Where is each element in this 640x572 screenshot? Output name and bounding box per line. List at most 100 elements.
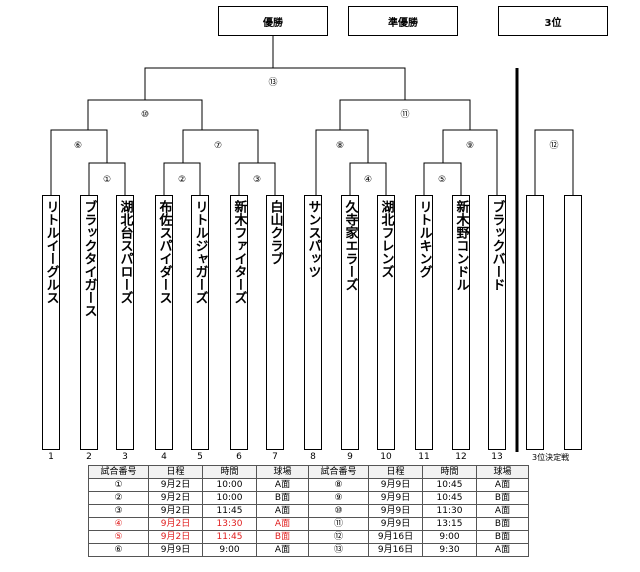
team-name: ブラックタイガース xyxy=(81,200,97,317)
team-box-8: サンスパッツ xyxy=(304,195,322,450)
team-box-4: 布佐スパイダース xyxy=(155,195,173,450)
time-cell: 9:00 xyxy=(202,543,257,557)
match-cell: ⑥ xyxy=(88,543,149,557)
date-cell: 9月9日 xyxy=(368,517,423,531)
field-cell: B面 xyxy=(256,491,309,505)
team-box-1: リトルイーグルス xyxy=(42,195,60,450)
time-cell: 10:00 xyxy=(202,478,257,492)
match-cell: ⑫ xyxy=(308,530,369,544)
time-cell: 10:45 xyxy=(422,478,477,492)
seed-number: 10 xyxy=(380,452,392,462)
time-cell: 9:00 xyxy=(422,530,477,544)
field-cell: A面 xyxy=(476,478,529,492)
time-cell: 10:45 xyxy=(422,491,477,505)
team-box-12: 新木野コンドル xyxy=(452,195,470,450)
team-name: リトルキング xyxy=(416,200,432,278)
match-cell: ⑬ xyxy=(308,543,369,557)
team-name: 湖北フレンズ xyxy=(378,200,394,278)
date-cell: 9月2日 xyxy=(148,491,203,505)
match-cell: ⑩ xyxy=(308,504,369,518)
team-name: 新木ファイターズ xyxy=(231,200,247,304)
schedule-table: 試合番号 日程 時間 球場 試合番号 日程 時間 球場 ① 9月2日 10:00… xyxy=(88,465,529,557)
header-cell: 球場 xyxy=(256,465,309,479)
team-name: ブラックバード xyxy=(489,200,505,291)
date-cell: 9月2日 xyxy=(148,504,203,518)
match-cell: ⑤ xyxy=(88,530,149,544)
seed-number: 6 xyxy=(236,452,242,462)
time-cell: 11:30 xyxy=(422,504,477,518)
r1-3-line xyxy=(238,162,276,195)
match-cell: ③ xyxy=(88,504,149,518)
match-13-number: ⑬ xyxy=(267,78,279,88)
runner-up-label: 準優勝 xyxy=(388,17,418,29)
team-box-2: ブラックタイガース xyxy=(80,195,98,450)
team-name: リトルジャガーズ xyxy=(192,200,208,304)
match-8-number: ⑧ xyxy=(334,141,346,151)
field-cell: A面 xyxy=(476,504,529,518)
third-place-label: 3位 xyxy=(544,17,562,29)
qf-6-line xyxy=(50,129,108,195)
date-cell: 9月16日 xyxy=(368,530,423,544)
match-4-number: ④ xyxy=(362,175,374,185)
champion-label: 優勝 xyxy=(263,17,283,29)
seed-number: 8 xyxy=(310,452,316,462)
field-cell: A面 xyxy=(256,478,309,492)
seed-number: 2 xyxy=(86,452,92,462)
seed-number: 13 xyxy=(491,452,503,462)
seed-number: 11 xyxy=(418,452,430,462)
team-box-9: 久寺家エラーズ xyxy=(341,195,359,450)
field-cell: B面 xyxy=(476,530,529,544)
qf-8-line xyxy=(315,129,369,195)
header-cell: 日程 xyxy=(148,465,203,479)
qf-9-line xyxy=(442,129,498,195)
match-5-number: ⑤ xyxy=(436,175,448,185)
third-place-line xyxy=(534,129,574,195)
match-1-number: ① xyxy=(101,175,113,185)
time-cell: 13:30 xyxy=(202,517,257,531)
match-cell: ⑪ xyxy=(308,517,369,531)
date-cell: 9月9日 xyxy=(368,478,423,492)
team-name: リトルイーグルス xyxy=(43,200,59,304)
header-cell: 球場 xyxy=(476,465,529,479)
field-cell: B面 xyxy=(476,491,529,505)
third-place-box: 3位 xyxy=(498,6,608,36)
field-cell: B面 xyxy=(256,530,309,544)
match-3-number: ③ xyxy=(251,175,263,185)
team-box-7: 白山クラブ xyxy=(266,195,284,450)
r1-4-line xyxy=(349,162,387,195)
schedule-header-row: 試合番号 日程 時間 球場 試合番号 日程 時間 球場 xyxy=(88,465,529,479)
match-9-number: ⑨ xyxy=(464,141,476,151)
r1-2-line xyxy=(163,162,201,195)
team-name: 白山クラブ xyxy=(267,200,283,265)
time-cell: 10:00 xyxy=(202,491,257,505)
match-11-number: ⑪ xyxy=(399,110,411,120)
team-box-10: 湖北フレンズ xyxy=(377,195,395,450)
match-2-number: ② xyxy=(176,175,188,185)
match-7-number: ⑦ xyxy=(212,141,224,151)
date-cell: 9月9日 xyxy=(368,504,423,518)
table-row: ⑤ 9月2日 11:45 B面 ⑫ 9月16日 9:00 B面 xyxy=(88,530,529,544)
header-cell: 試合番号 xyxy=(88,465,149,479)
seed-number: 12 xyxy=(455,452,467,462)
third-place-slot-1 xyxy=(526,195,544,450)
semi-left-line xyxy=(87,99,203,130)
date-cell: 9月2日 xyxy=(148,530,203,544)
field-cell: A面 xyxy=(256,543,309,557)
table-row: ③ 9月2日 11:45 A面 ⑩ 9月9日 11:30 A面 xyxy=(88,504,529,518)
qf-7-line xyxy=(182,129,259,163)
table-row: ⑥ 9月9日 9:00 A面 ⑬ 9月16日 9:30 A面 xyxy=(88,543,529,557)
date-cell: 9月9日 xyxy=(148,543,203,557)
team-box-13: ブラックバード xyxy=(488,195,506,450)
match-cell: ④ xyxy=(88,517,149,531)
match-12-number: ⑫ xyxy=(548,141,560,151)
seed-number: 3 xyxy=(122,452,128,462)
table-row: ② 9月2日 10:00 B面 ⑨ 9月9日 10:45 B面 xyxy=(88,491,529,505)
seed-number: 5 xyxy=(197,452,203,462)
team-name: 湖北台スパローズ xyxy=(117,200,133,304)
table-row: ④ 9月2日 13:30 A面 ⑪ 9月9日 13:15 B面 xyxy=(88,517,529,531)
team-name: サンスパッツ xyxy=(305,200,321,278)
date-cell: 9月2日 xyxy=(148,517,203,531)
team-name: 布佐スパイダース xyxy=(156,200,172,304)
field-cell: B面 xyxy=(476,517,529,531)
